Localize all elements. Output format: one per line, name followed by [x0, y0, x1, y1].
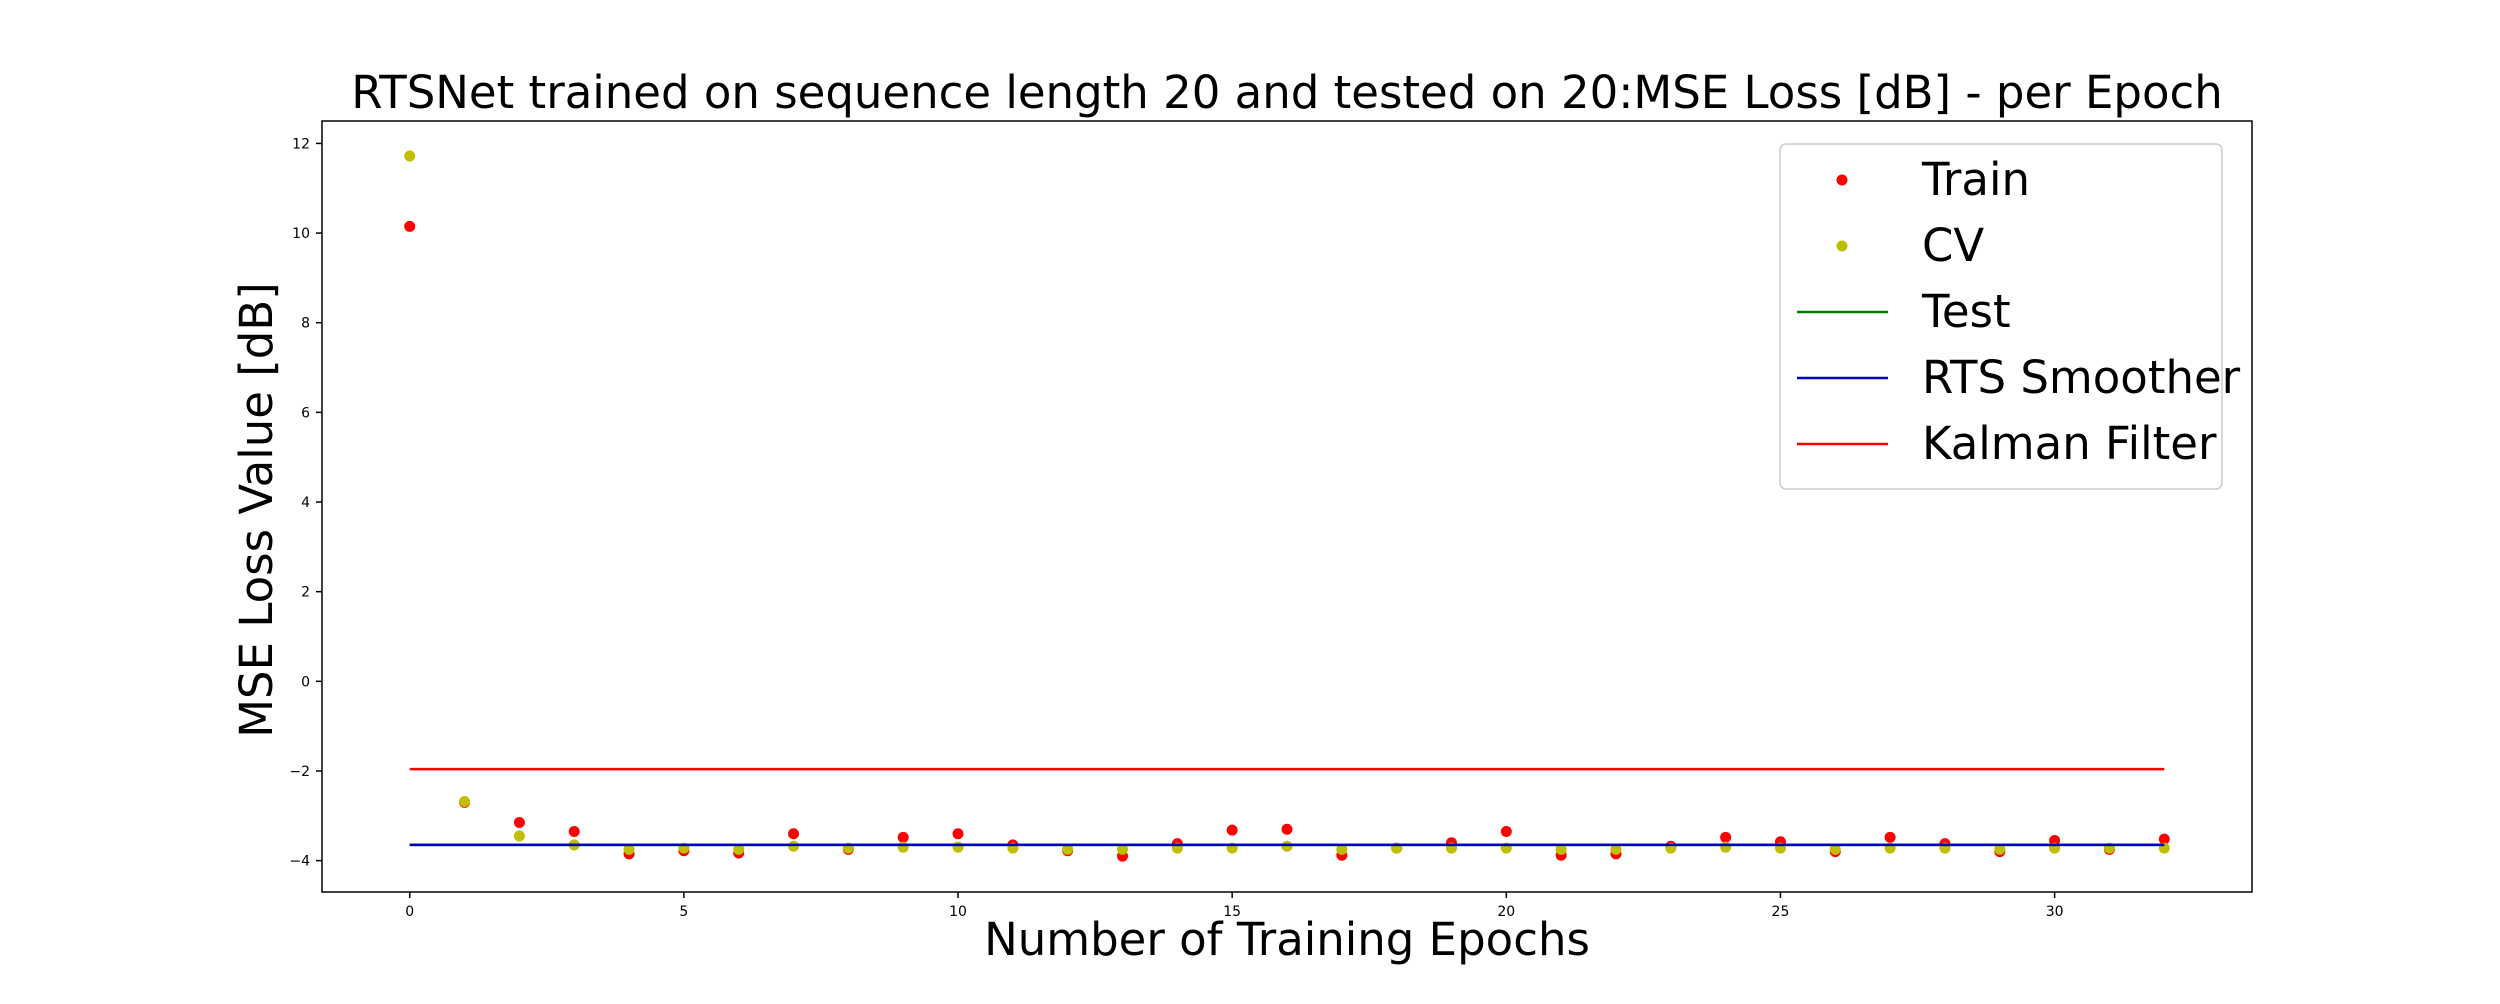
data-point-cv [459, 795, 471, 807]
x-tick-label: 20 [1497, 904, 1515, 920]
data-point-train [952, 828, 964, 840]
x-tick-label: 15 [1223, 904, 1241, 920]
data-point-cv [1610, 843, 1622, 855]
chart-title: RTSNet trained on sequence length 20 and… [351, 66, 2223, 119]
data-point-train [513, 817, 525, 829]
data-point-train [788, 828, 800, 840]
data-point-train [2158, 833, 2170, 845]
y-tick-label: 2 [301, 585, 310, 601]
y-tick-label: −4 [289, 854, 310, 870]
x-tick-label: 0 [405, 904, 414, 920]
data-point-train [897, 831, 909, 843]
legend-box [1779, 143, 2223, 490]
data-point-cv [1829, 843, 1841, 855]
y-tick-label: 8 [301, 316, 310, 332]
legend: Train CV Test RTS Smoother Kalman Filter [1779, 143, 2241, 490]
legend-label-kalman-filter: Kalman Filter [1922, 417, 2217, 470]
data-point-cv [1994, 843, 2006, 855]
data-point-cv [952, 841, 964, 853]
data-point-train [1226, 824, 1238, 836]
data-point-cv [1117, 843, 1129, 855]
x-tick-label: 25 [1772, 904, 1790, 920]
y-tick-label: 12 [292, 136, 310, 152]
x-axis-label: Number of Training Epochs [984, 913, 1590, 966]
data-point-cv [1555, 843, 1567, 855]
data-point-cv [788, 840, 800, 852]
x-tick-label: 5 [679, 904, 688, 920]
y-tick-label: 6 [301, 405, 310, 421]
axes-frame [321, 120, 2253, 893]
legend-label-rts-smoother: RTS Smoother [1922, 351, 2241, 404]
legend-label-cv: CV [1922, 219, 1984, 272]
plot-area: 0 5 10 15 20 25 30 −4 −2 0 2 4 6 8 10 12 [289, 120, 2253, 920]
data-point-cv [1281, 840, 1293, 852]
legend-swatch-cv [1836, 240, 1848, 252]
data-point-cv [623, 843, 635, 855]
data-point-cv [513, 830, 525, 842]
data-point-train [404, 220, 416, 232]
data-point-cv [404, 150, 416, 162]
data-point-train [568, 825, 580, 837]
data-point-train [1500, 825, 1512, 837]
y-tick-label: 10 [292, 226, 310, 242]
legend-label-train: Train [1921, 153, 2030, 206]
legend-swatch-train [1836, 174, 1848, 186]
x-tick-label: 30 [2046, 904, 2064, 920]
data-point-cv [1062, 843, 1074, 855]
data-point-train [1884, 831, 1896, 843]
legend-label-test: Test [1921, 285, 2011, 338]
x-tick-label: 10 [949, 904, 967, 920]
y-tick-label: 0 [301, 674, 310, 690]
data-point-cv [1336, 843, 1348, 855]
data-point-train [1281, 823, 1293, 835]
y-tick-label: −2 [289, 764, 310, 780]
data-point-cv [1720, 841, 1732, 853]
y-tick-label: 4 [301, 495, 310, 511]
data-point-train [2049, 834, 2061, 846]
data-point-cv [897, 841, 909, 853]
y-axis-label: MSE Loss Value [dB] [230, 282, 283, 738]
data-point-cv [733, 843, 745, 855]
data-point-train [1720, 831, 1732, 843]
